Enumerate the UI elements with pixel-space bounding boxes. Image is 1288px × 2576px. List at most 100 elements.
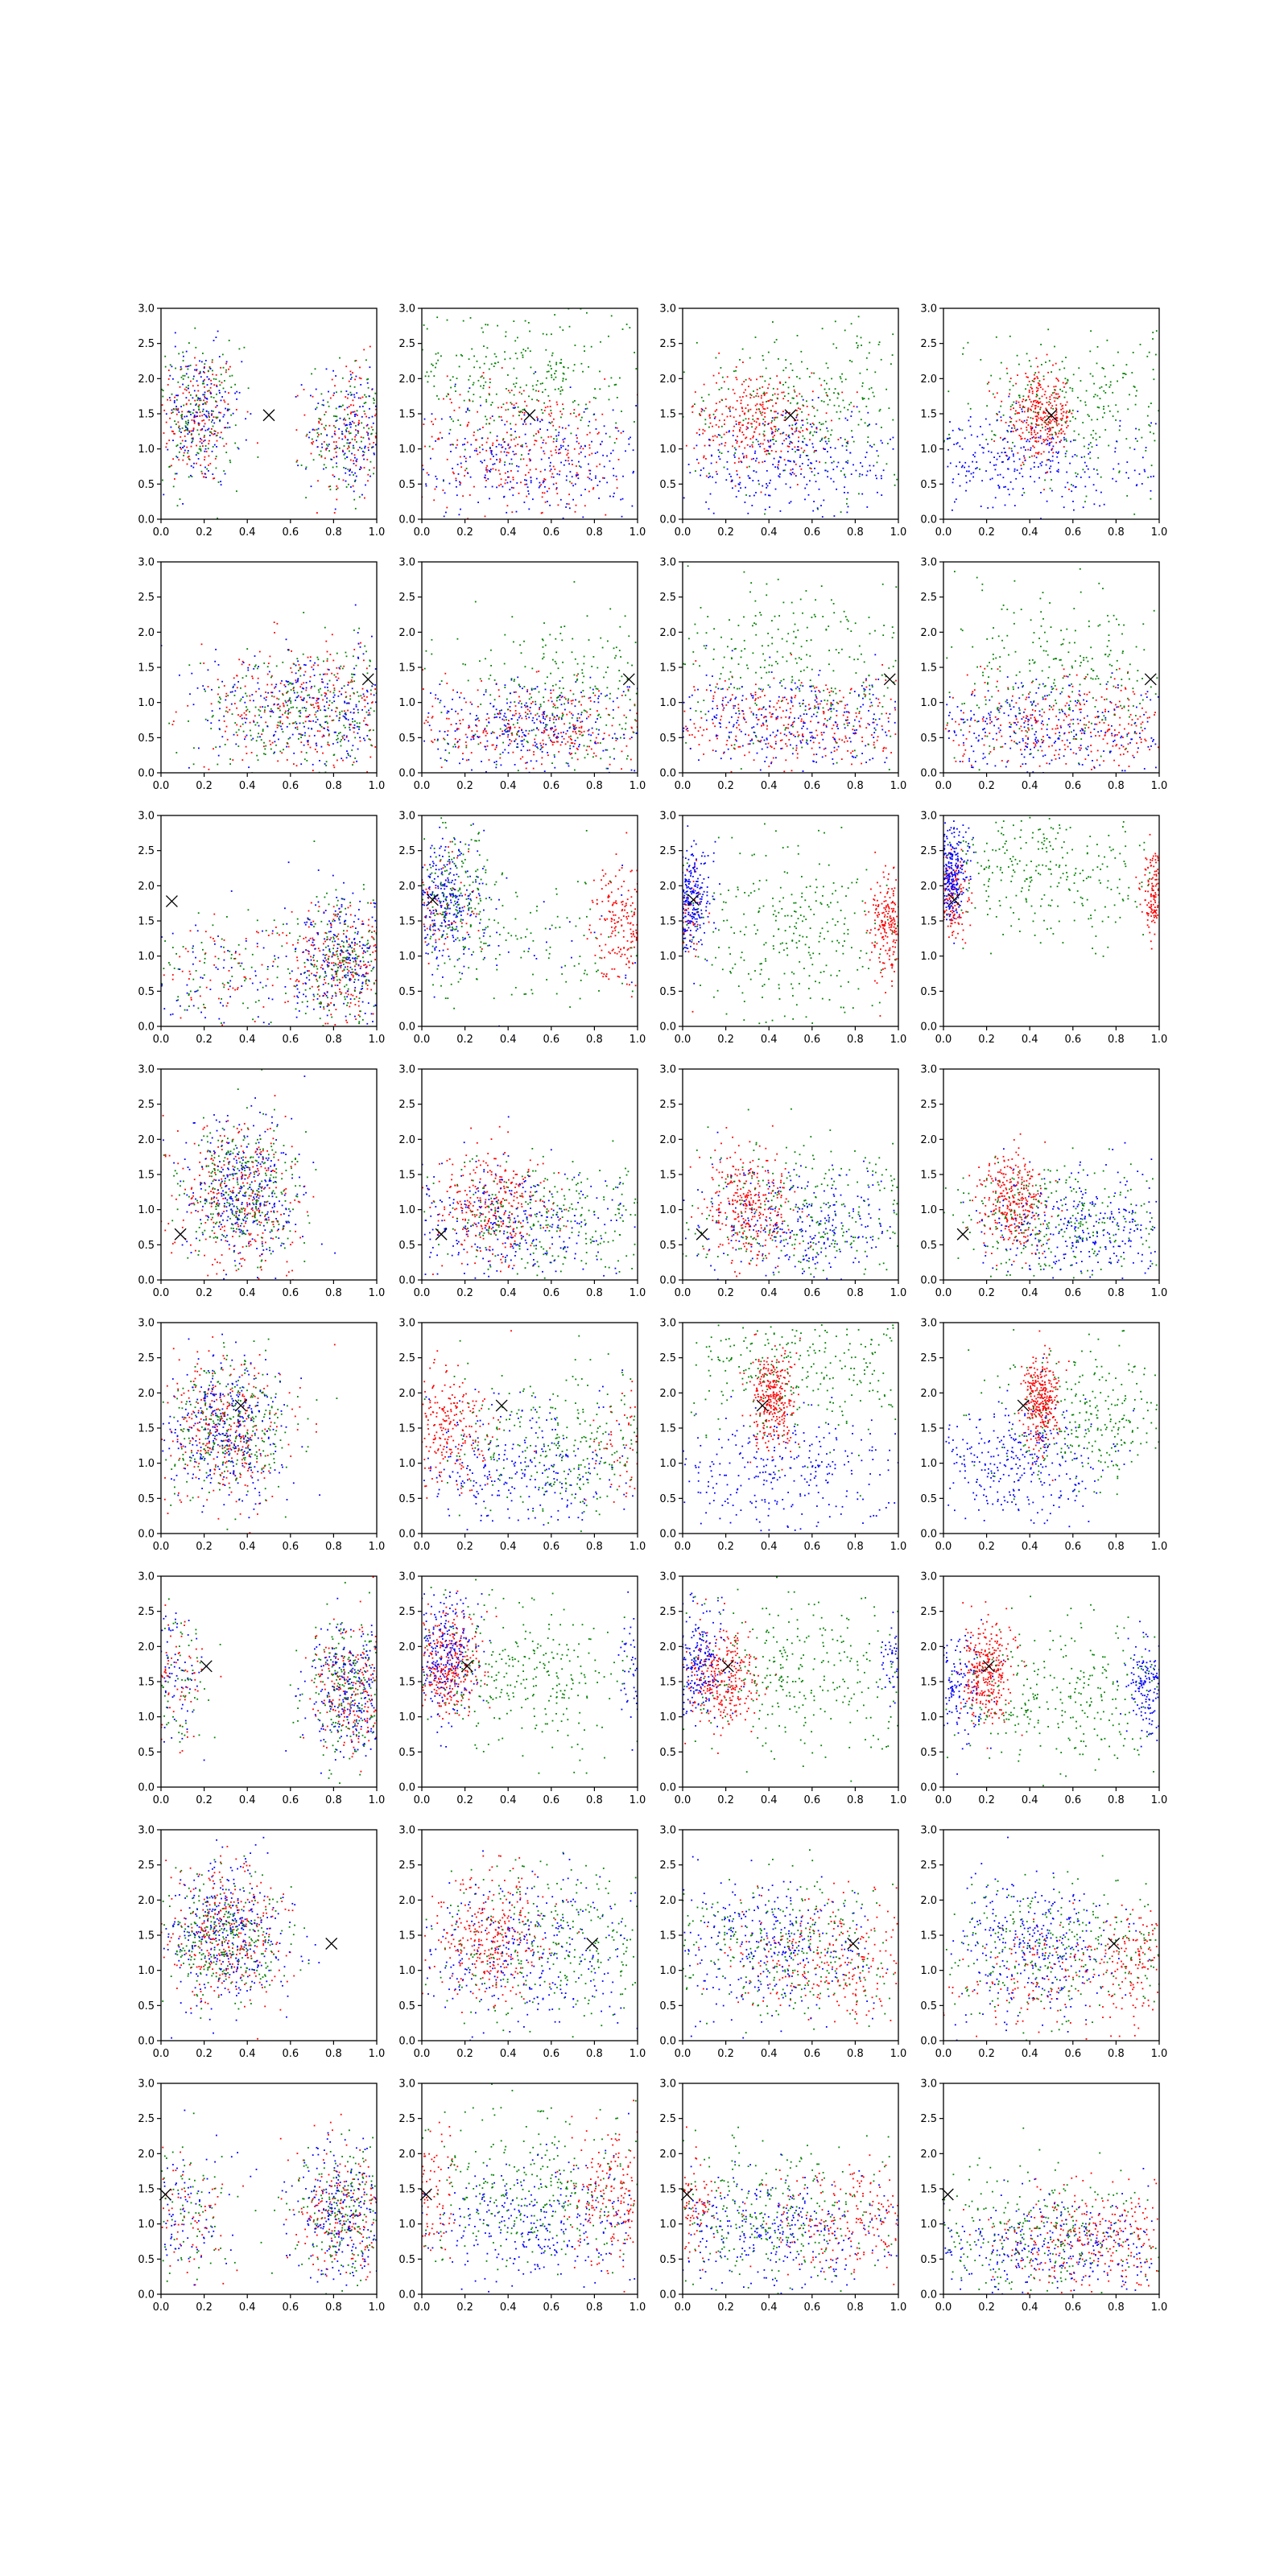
scatter-point [200, 399, 202, 402]
scatter-point [375, 413, 377, 415]
scatter-point [219, 696, 221, 699]
scatter-point [610, 315, 613, 317]
scatter-point [994, 434, 997, 436]
scatter-point [178, 459, 180, 461]
scatter-point [208, 455, 210, 457]
scatter-point [1150, 489, 1152, 492]
scatter-point [587, 753, 589, 755]
scatter-point [242, 759, 244, 761]
scatter-point [312, 428, 314, 431]
scatter-point [734, 452, 736, 454]
scatter-point [552, 689, 555, 691]
scatter-point [1041, 461, 1043, 463]
scatter-point [1084, 485, 1087, 488]
scatter-point [1060, 427, 1063, 430]
scatter-point [625, 324, 628, 325]
scatter-point [580, 419, 582, 421]
scatter-point [440, 680, 443, 682]
scatter-point [316, 436, 319, 438]
scatter-point [259, 710, 262, 712]
scatter-point [1009, 378, 1012, 379]
scatter-point [318, 707, 320, 709]
scatter-point [246, 717, 248, 720]
scatter-point [1037, 412, 1039, 415]
scatter-point [547, 406, 549, 408]
series-red [988, 353, 1073, 491]
scatter-point [317, 427, 320, 430]
scatter-point [691, 406, 693, 408]
scatter-point [553, 418, 555, 420]
scatter-point [850, 415, 852, 417]
scatter-point [316, 432, 319, 434]
scatter-point [574, 345, 576, 346]
scatter-point [353, 411, 356, 413]
scatter-point [803, 476, 805, 478]
scatter-point [229, 375, 231, 378]
scatter-point [819, 461, 820, 463]
scatter-point [743, 455, 745, 457]
scatter-point [556, 473, 559, 475]
scatter-point [211, 450, 213, 452]
scatter-point [360, 466, 361, 469]
scatter-point [957, 473, 960, 475]
scatter-point [1039, 386, 1042, 388]
scatter-point [480, 404, 481, 407]
scatter-point [1048, 443, 1051, 444]
scatter-point [523, 502, 526, 503]
scatter-point [970, 473, 972, 475]
scatter-point [241, 717, 243, 720]
scatter-point [1117, 463, 1120, 465]
scatter-point [572, 742, 574, 744]
scatter-point [625, 450, 626, 452]
scatter-point [561, 427, 564, 429]
scatter-point [222, 415, 225, 418]
scatter-point [542, 646, 544, 648]
scatter-point [1031, 455, 1033, 457]
scatter-point [203, 367, 205, 369]
scatter-points [422, 308, 638, 519]
scatter-point [1075, 455, 1078, 457]
scatter-point [850, 402, 852, 404]
scatter-point [495, 446, 497, 448]
scatter-point [446, 319, 448, 321]
scatter-point [336, 734, 339, 737]
scatter-point [321, 443, 323, 445]
scatter-point [164, 365, 167, 368]
scatter-point [733, 370, 735, 373]
scatter-point [284, 685, 287, 687]
scatter-point [448, 482, 451, 485]
scatter-point [299, 709, 301, 712]
scatter-point [574, 400, 576, 402]
scatter-point [175, 445, 178, 448]
scatter-point [489, 431, 492, 434]
scatter-point [500, 483, 502, 485]
scatter-point [1138, 473, 1141, 475]
scatter-point [243, 717, 246, 719]
scatter-point [708, 394, 710, 396]
scatter-point [350, 486, 352, 488]
scatter-point [513, 680, 515, 683]
scatter-point [240, 687, 242, 689]
scatter-point [625, 722, 627, 724]
scatter-point [499, 712, 502, 715]
scatter-point [979, 469, 980, 470]
scatter-point [291, 733, 294, 736]
scatter-point [785, 359, 787, 361]
scatter-point [783, 395, 786, 397]
scatter-point [1022, 446, 1025, 448]
scatter-point [325, 368, 328, 370]
scatter-point [287, 713, 289, 715]
scatter-point [745, 437, 746, 440]
scatter-point [994, 469, 997, 471]
scatter-point [550, 410, 552, 411]
scatter-point [771, 420, 773, 422]
scatter-point [1071, 390, 1074, 392]
scatter-point [551, 762, 553, 764]
scatter-point [745, 455, 748, 457]
scatter-point [713, 417, 716, 419]
scatter-point [782, 391, 785, 394]
scatter-point [358, 729, 360, 730]
scatter-point [762, 433, 765, 436]
scatter-point [526, 445, 528, 448]
scatter-point [559, 744, 562, 746]
